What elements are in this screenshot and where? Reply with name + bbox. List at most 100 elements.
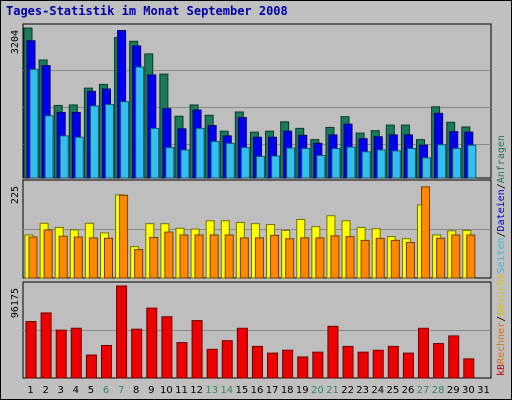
bar-seiten-day-29 xyxy=(452,148,462,179)
bar-kb-day-2 xyxy=(40,312,52,379)
x-tick-label-day-21: 21 xyxy=(326,385,339,396)
bar-rechner-day-17 xyxy=(270,234,280,279)
bar-rechner-day-1 xyxy=(28,236,38,279)
x-tick-label-day-20: 20 xyxy=(311,385,324,396)
bar-kb-day-25 xyxy=(387,345,399,379)
legend-entry-8: Anfragen xyxy=(496,135,507,183)
bar-kb-day-18 xyxy=(282,349,294,379)
bar-rechner-day-3 xyxy=(58,235,68,279)
x-tick-label-day-11: 11 xyxy=(175,385,188,396)
bar-rechner-day-26 xyxy=(405,241,415,279)
bar-seiten-day-17 xyxy=(271,155,281,179)
bar-seiten-day-14 xyxy=(225,142,235,179)
bar-kb-day-14 xyxy=(221,340,233,379)
x-tick-label-day-22: 22 xyxy=(341,385,354,396)
bar-kb-day-26 xyxy=(402,352,414,379)
bar-rechner-day-14 xyxy=(224,234,234,279)
bar-seiten-day-22 xyxy=(346,146,356,179)
bar-rechner-day-18 xyxy=(285,238,295,279)
bar-rechner-day-16 xyxy=(254,237,264,279)
bar-seiten-day-8 xyxy=(135,66,145,179)
bar-kb-day-23 xyxy=(357,351,369,379)
bar-seiten-day-30 xyxy=(467,144,477,179)
bar-kb-day-8 xyxy=(131,328,143,379)
x-tick-label-day-26: 26 xyxy=(402,385,415,396)
bar-kb-day-29 xyxy=(448,335,460,379)
bar-seiten-day-28 xyxy=(437,144,447,179)
x-tick-label-day-2: 2 xyxy=(42,385,48,396)
x-tick-label-day-28: 28 xyxy=(432,385,445,396)
bar-seiten-day-5 xyxy=(89,105,99,179)
bar-kb-day-30 xyxy=(463,358,475,379)
bar-kb-day-28 xyxy=(433,343,445,379)
x-tick-label-day-29: 29 xyxy=(447,385,460,396)
bar-rechner-day-23 xyxy=(360,239,370,279)
bar-kb-day-12 xyxy=(191,320,203,379)
legend-entry-5: / xyxy=(496,231,507,237)
bar-rechner-day-8 xyxy=(134,249,144,279)
bar-rechner-day-4 xyxy=(73,236,83,279)
bar-seiten-day-16 xyxy=(255,155,265,179)
bar-kb-day-13 xyxy=(206,348,218,379)
bar-rechner-day-20 xyxy=(315,237,325,279)
bar-seiten-day-11 xyxy=(180,149,190,179)
bar-kb-day-5 xyxy=(85,354,97,379)
legend-side-label: kBRechner/BesucheSeiten/Dateien/Anfragen xyxy=(496,135,507,376)
bar-kb-day-21 xyxy=(327,325,339,379)
x-tick-label-day-27: 27 xyxy=(417,385,430,396)
x-tick-label-day-14: 14 xyxy=(220,385,233,396)
bar-seiten-day-15 xyxy=(240,147,250,179)
legend-entry-6: Dateien xyxy=(496,189,507,231)
x-tick-label-day-8: 8 xyxy=(133,385,139,396)
bar-kb-day-9 xyxy=(146,307,158,379)
panel-bottom-ymax-label: 96175 xyxy=(10,288,21,318)
bar-rechner-day-12 xyxy=(194,234,204,279)
x-tick-label-day-23: 23 xyxy=(356,385,369,396)
bar-seiten-day-9 xyxy=(150,127,160,179)
bar-rechner-day-19 xyxy=(300,237,310,279)
bar-seiten-day-18 xyxy=(286,147,296,179)
bar-seiten-day-3 xyxy=(59,135,69,179)
x-tick-label-day-25: 25 xyxy=(387,385,400,396)
bar-kb-day-15 xyxy=(236,327,248,379)
bar-seiten-day-10 xyxy=(165,147,175,179)
x-tick-label-day-12: 12 xyxy=(190,385,203,396)
bar-seiten-day-6 xyxy=(104,103,114,179)
bar-seiten-day-1 xyxy=(29,68,39,179)
bar-kb-day-22 xyxy=(342,345,354,379)
legend-entry-1: Rechner xyxy=(496,322,507,364)
bar-rechner-day-21 xyxy=(330,235,340,279)
bar-kb-day-20 xyxy=(312,351,324,379)
bar-kb-day-7 xyxy=(116,285,128,379)
bar-rechner-day-5 xyxy=(88,237,98,279)
bar-kb-day-4 xyxy=(70,327,82,379)
bar-rechner-day-30 xyxy=(466,234,476,279)
bar-rechner-day-11 xyxy=(179,234,189,279)
bar-rechner-day-15 xyxy=(239,237,249,279)
bar-kb-day-24 xyxy=(372,349,384,379)
x-tick-label-day-17: 17 xyxy=(266,385,279,396)
legend-entry-3: Besuche xyxy=(496,274,507,316)
bar-kb-day-19 xyxy=(297,356,309,379)
x-tick-label-day-13: 13 xyxy=(205,385,218,396)
bar-seiten-day-25 xyxy=(391,150,401,179)
bar-kb-day-17 xyxy=(267,352,279,379)
bar-kb-day-27 xyxy=(418,327,430,379)
bar-seiten-day-24 xyxy=(376,149,386,179)
bar-seiten-day-2 xyxy=(44,115,54,179)
x-tick-label-day-1: 1 xyxy=(27,385,33,396)
bar-rechner-day-22 xyxy=(345,236,355,279)
bar-seiten-day-19 xyxy=(301,148,311,179)
legend-entry-4: Seiten xyxy=(496,237,507,273)
bar-kb-day-10 xyxy=(161,316,173,379)
bar-rechner-day-10 xyxy=(164,231,174,279)
x-tick-label-day-18: 18 xyxy=(281,385,294,396)
bar-seiten-day-26 xyxy=(406,148,416,179)
x-tick-label-day-6: 6 xyxy=(103,385,109,396)
x-tick-label-day-7: 7 xyxy=(118,385,124,396)
bar-rechner-day-28 xyxy=(436,237,446,279)
bar-seiten-day-20 xyxy=(316,155,326,179)
bar-kb-day-3 xyxy=(55,329,67,379)
bar-kb-day-11 xyxy=(176,342,188,379)
